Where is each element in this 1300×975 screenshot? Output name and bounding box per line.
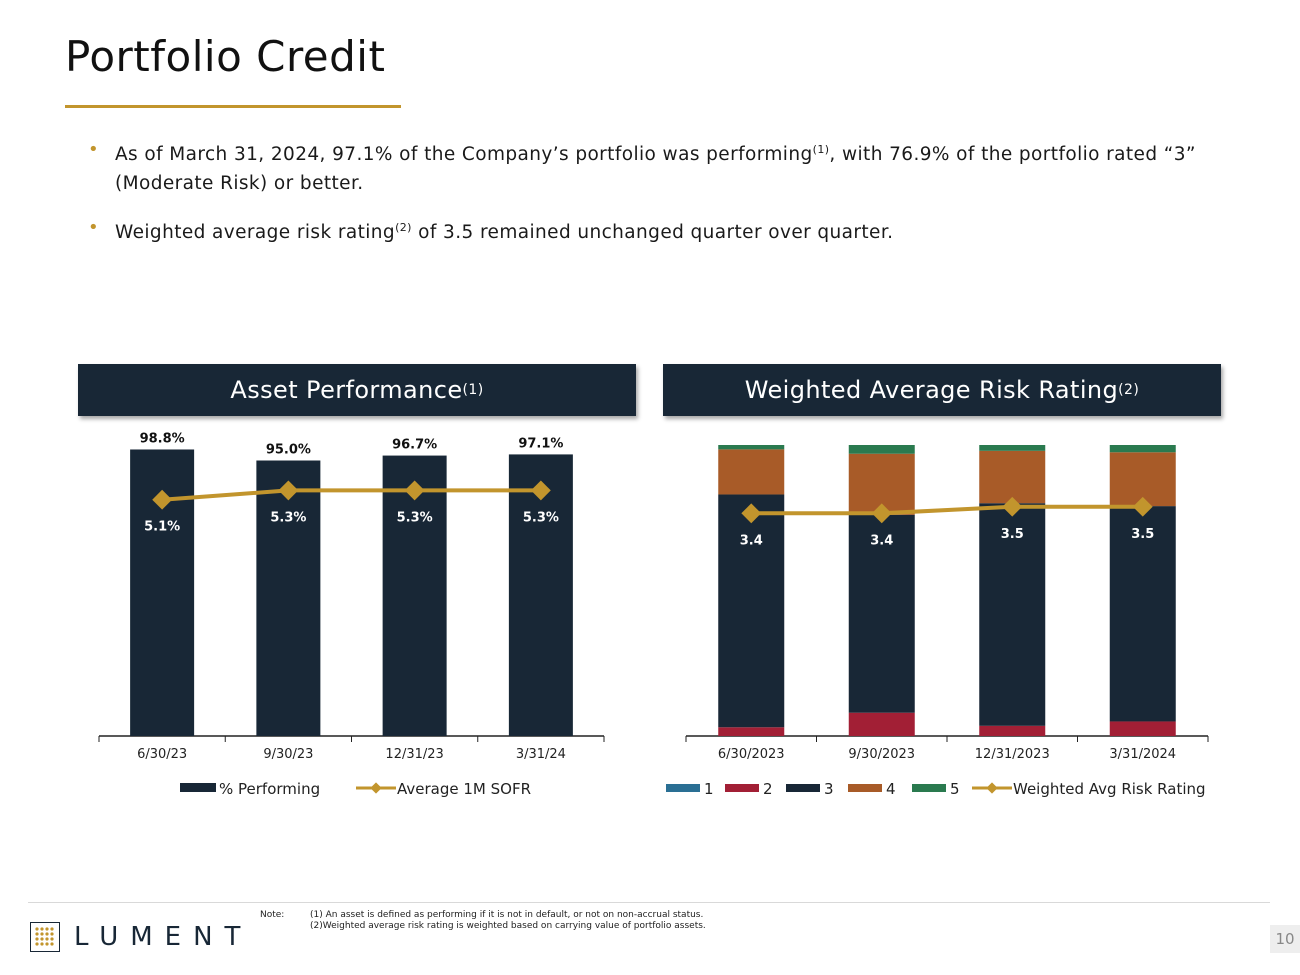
sofr-data-label: 5.1% (144, 520, 180, 535)
footnotes: (1) An asset is defined as performing if… (310, 910, 706, 932)
bar-data-label: 95.0% (266, 443, 311, 458)
legend-swatch-rating-1 (666, 784, 700, 792)
footnote-ref: (1) (812, 143, 830, 156)
legend-label-risk-rating: Weighted Avg Risk Rating (1013, 780, 1206, 798)
logo-grid-icon (30, 922, 60, 952)
risk-segment-5 (718, 445, 785, 450)
sofr-data-label: 5.3% (523, 510, 559, 525)
bullet-text: Weighted average risk rating (115, 222, 396, 244)
legend-label-rating-1: 1 (704, 780, 714, 798)
risk-segment-3 (848, 514, 915, 713)
risk-segment-3 (1109, 506, 1176, 722)
footnote-ref: (2) (395, 221, 412, 235)
asset-performance-header: Asset Performance (1) (78, 364, 636, 416)
x-tick-label: 12/31/23 (385, 747, 443, 762)
footnote-1: (1) An asset is defined as performing if… (310, 910, 704, 920)
risk-rating-line (751, 504, 1143, 516)
risk-rating-marker (1132, 496, 1153, 517)
legend-swatch-rating-2 (725, 784, 759, 792)
legend-marker-risk-rating (986, 782, 998, 794)
title-underline (65, 105, 401, 108)
bullet-text-cont: of 3.5 remained unchanged quarter over q… (411, 222, 894, 244)
legend-swatch-performing (180, 783, 216, 792)
risk-segment-2 (848, 712, 915, 736)
risk-rating-data-label: 3.4 (870, 533, 893, 548)
legend-label-sofr: Average 1M SOFR (397, 780, 531, 798)
performing-bar (256, 460, 321, 736)
risk-segment-2 (718, 727, 785, 736)
x-tick-label: 12/31/2023 (975, 747, 1050, 762)
bullet-text-cont: , with 76.9% of the portfolio rated “3” … (115, 144, 1196, 195)
bar-data-label: 97.1% (518, 436, 563, 451)
bullet-item: • Weighted average risk rating(2) of 3.5… (88, 213, 1228, 247)
footer-divider (28, 902, 1270, 903)
risk-segment-4 (718, 449, 785, 495)
legend-marker-sofr (370, 782, 382, 794)
x-tick-label: 6/30/23 (137, 747, 187, 762)
risk-segment-5 (848, 445, 915, 454)
sofr-marker (278, 480, 299, 501)
x-tick-label: 3/31/24 (516, 747, 566, 762)
risk-rating-data-label: 3.5 (1001, 527, 1024, 542)
legend-label-rating-4: 4 (886, 780, 896, 798)
legend-label-rating-2: 2 (763, 780, 773, 798)
x-tick-label: 9/30/23 (263, 747, 313, 762)
risk-segment-5 (979, 445, 1046, 451)
page-number: 10 (1270, 925, 1300, 953)
legend-label-rating-3: 3 (824, 780, 834, 798)
sofr-data-label: 5.3% (270, 510, 306, 525)
risk-rating-data-label: 3.5 (1131, 527, 1154, 542)
asset-performance-chart: 98.8% 6/30/23 95.0% 9/30/23 96.7% 12/31/23 97.… (98, 431, 605, 798)
footnote-ref: (1) (462, 382, 484, 398)
performing-bar (508, 454, 573, 736)
footnote-2: (2)Weighted average risk rating is weigh… (310, 921, 706, 931)
risk-rating-header: Weighted Average Risk Rating (2) (663, 364, 1221, 416)
bullet-dot-icon: • (88, 139, 100, 160)
x-tick-label: 3/31/2024 (1109, 747, 1176, 762)
bullet-list: • As of March 31, 2024, 97.1% of the Com… (88, 135, 1228, 262)
risk-rating-chart: 6/30/2023 9/30/2023 12/31/2023 3/31/2024 3.4… (666, 445, 1209, 798)
x-tick-label: 9/30/2023 (848, 747, 915, 762)
logo-wordmark: LUMENT (74, 922, 253, 952)
sofr-line (161, 488, 541, 502)
bar-data-label: 96.7% (392, 438, 437, 453)
risk-segment-2 (979, 725, 1046, 736)
legend-swatch-rating-5 (912, 784, 946, 792)
sofr-data-label: 5.3% (397, 510, 433, 525)
footnote-ref: (2) (1118, 382, 1140, 398)
note-label: Note: (260, 910, 285, 920)
bullet-dot-icon: • (88, 217, 100, 239)
risk-segment-5 (1109, 445, 1176, 453)
page-title: Portfolio Credit (65, 32, 386, 81)
sofr-marker (404, 480, 425, 501)
risk-rating-data-label: 3.4 (740, 533, 763, 548)
risk-segment-3 (979, 503, 1046, 726)
panel-title: Asset Performance (230, 376, 463, 404)
legend-swatch-rating-3 (786, 784, 820, 792)
x-tick-label: 6/30/2023 (718, 747, 785, 762)
bullet-text: As of March 31, 2024, 97.1% of the Compa… (115, 144, 813, 166)
bullet-item: • As of March 31, 2024, 97.1% of the Com… (88, 135, 1228, 198)
risk-segment-3 (718, 494, 785, 728)
performing-bar (382, 455, 447, 736)
risk-segment-2 (1109, 721, 1176, 736)
lument-logo: LUMENT (30, 922, 252, 952)
legend-swatch-rating-4 (848, 784, 882, 792)
panel-title: Weighted Average Risk Rating (744, 376, 1119, 404)
legend-label-rating-5: 5 (950, 780, 960, 798)
bar-data-label: 98.8% (140, 431, 185, 446)
legend-label-performing: % Performing (219, 780, 320, 798)
risk-segment-4 (979, 450, 1046, 504)
